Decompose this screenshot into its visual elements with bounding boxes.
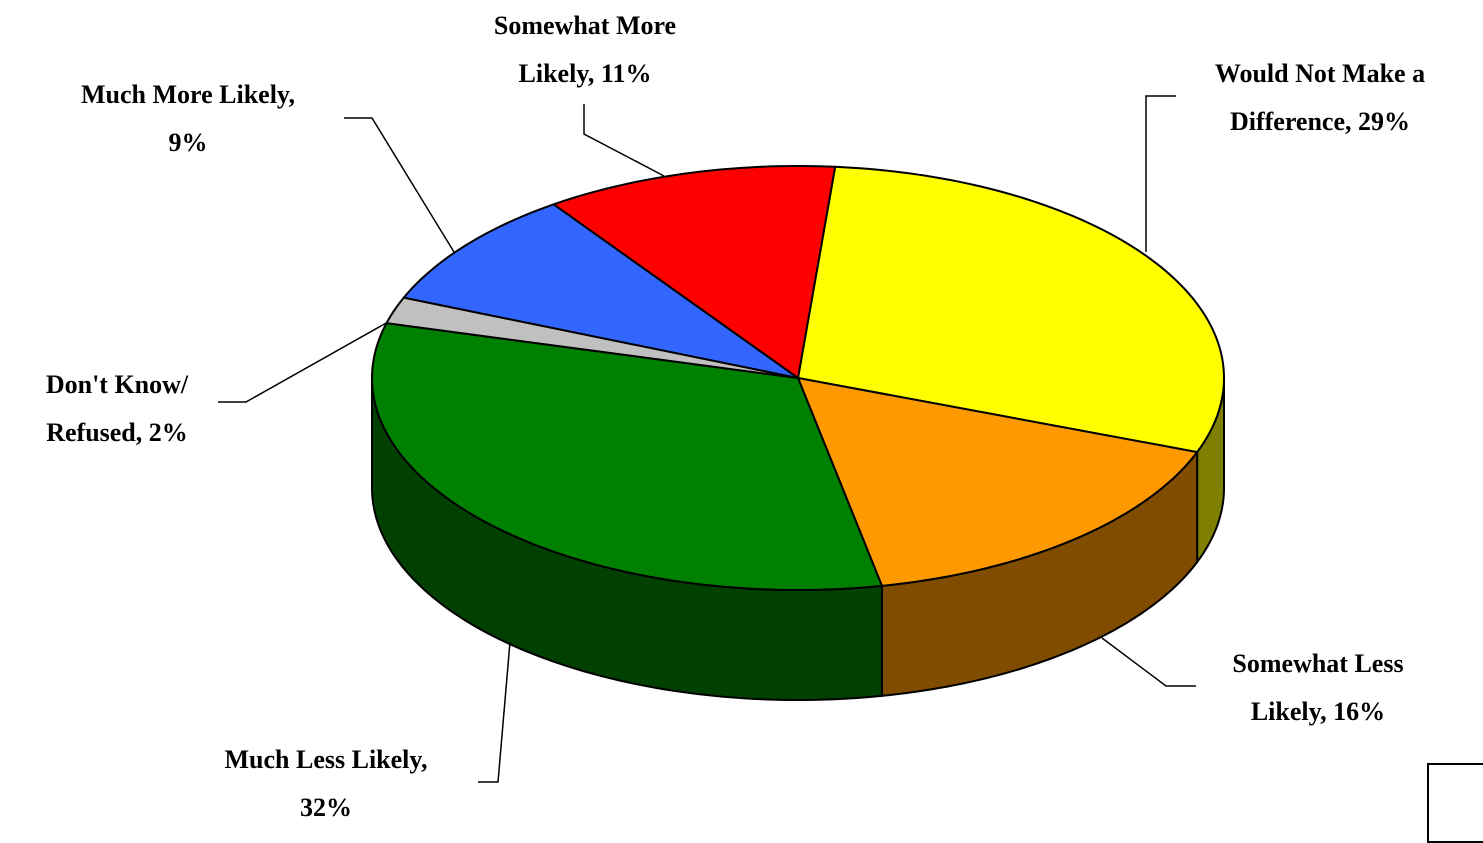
data-label-4: Much More Likely, 9% xyxy=(81,80,295,157)
leader-lines xyxy=(218,95,1196,783)
data-label-5: Somewhat More Likely, 11% xyxy=(494,11,676,88)
data-label-2: Much Less Likely, 32% xyxy=(225,745,428,822)
pie-slice-2 xyxy=(371,322,883,591)
leader-line-0 xyxy=(1145,95,1176,252)
leader-line-5 xyxy=(583,104,665,177)
pie-sides xyxy=(371,377,1225,701)
data-label-line: Difference, 29% xyxy=(1230,107,1410,136)
pie-chart: Would Not Make a Difference, 29% Somewhat … xyxy=(46,11,1425,822)
data-label-line: Don't Know/ xyxy=(46,370,189,399)
data-label-line: 32% xyxy=(300,793,352,822)
pie-chart-svg: Would Not Make a Difference, 29% Somewhat … xyxy=(46,11,1425,822)
data-label-line: Somewhat Less xyxy=(1232,649,1403,678)
data-label-0: Would Not Make a Difference, 29% xyxy=(1215,59,1425,136)
leader-line-3 xyxy=(218,321,389,403)
leader-line-4 xyxy=(344,117,455,253)
pie-slice-5 xyxy=(552,165,837,379)
data-label-line: Likely, 16% xyxy=(1251,697,1385,726)
corner-frame xyxy=(1427,763,1483,843)
pie-slice-0 xyxy=(797,165,1225,454)
leader-line-1 xyxy=(1101,637,1196,687)
data-label-line: Would Not Make a xyxy=(1215,59,1425,88)
data-labels: Would Not Make a Difference, 29% Somewhat … xyxy=(46,11,1425,822)
pie-slice-4 xyxy=(402,203,799,379)
pie-slice-1 xyxy=(797,377,1199,587)
data-label-line: 9% xyxy=(169,128,208,157)
leader-line-2 xyxy=(478,641,511,783)
data-label-line: Much Less Likely, xyxy=(225,745,428,774)
pie-tops xyxy=(371,165,1225,591)
data-label-line: Likely, 11% xyxy=(519,59,652,88)
data-label-1: Somewhat Less Likely, 16% xyxy=(1232,649,1403,726)
data-label-line: Much More Likely, xyxy=(81,80,295,109)
data-label-line: Refused, 2% xyxy=(46,418,188,447)
data-label-3: Don't Know/Refused, 2% xyxy=(46,370,189,447)
data-label-line: Somewhat More xyxy=(494,11,676,40)
